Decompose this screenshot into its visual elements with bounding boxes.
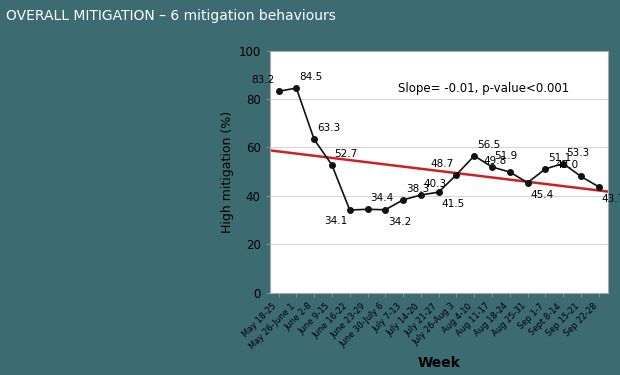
Text: 53.3: 53.3 [566, 147, 589, 158]
Text: 49.8: 49.8 [484, 156, 507, 166]
Text: 51.1: 51.1 [548, 153, 571, 163]
Text: OVERALL MITIGATION – 6 mitigation behaviours: OVERALL MITIGATION – 6 mitigation behavi… [6, 9, 336, 23]
Text: 45.4: 45.4 [530, 190, 554, 200]
Text: 51.9: 51.9 [495, 151, 518, 161]
Text: 43.7: 43.7 [601, 194, 620, 204]
Text: 34.4: 34.4 [370, 193, 394, 203]
Text: 48.0: 48.0 [555, 160, 578, 170]
Text: 40.3: 40.3 [423, 179, 446, 189]
Text: 56.5: 56.5 [477, 140, 500, 150]
Text: 34.2: 34.2 [388, 217, 411, 227]
Y-axis label: High mitigation (%): High mitigation (%) [221, 111, 234, 232]
Text: 63.3: 63.3 [317, 123, 340, 134]
X-axis label: Week: Week [417, 356, 460, 370]
Text: 48.7: 48.7 [430, 159, 454, 169]
Text: 41.5: 41.5 [441, 200, 464, 209]
Text: Slope= -0.01, p-value<0.001: Slope= -0.01, p-value<0.001 [398, 82, 569, 95]
Text: 52.7: 52.7 [335, 149, 358, 159]
Text: 84.5: 84.5 [299, 72, 322, 82]
Text: 38.3: 38.3 [405, 184, 429, 194]
Text: 83.2: 83.2 [251, 75, 274, 85]
Text: 34.1: 34.1 [324, 216, 347, 226]
